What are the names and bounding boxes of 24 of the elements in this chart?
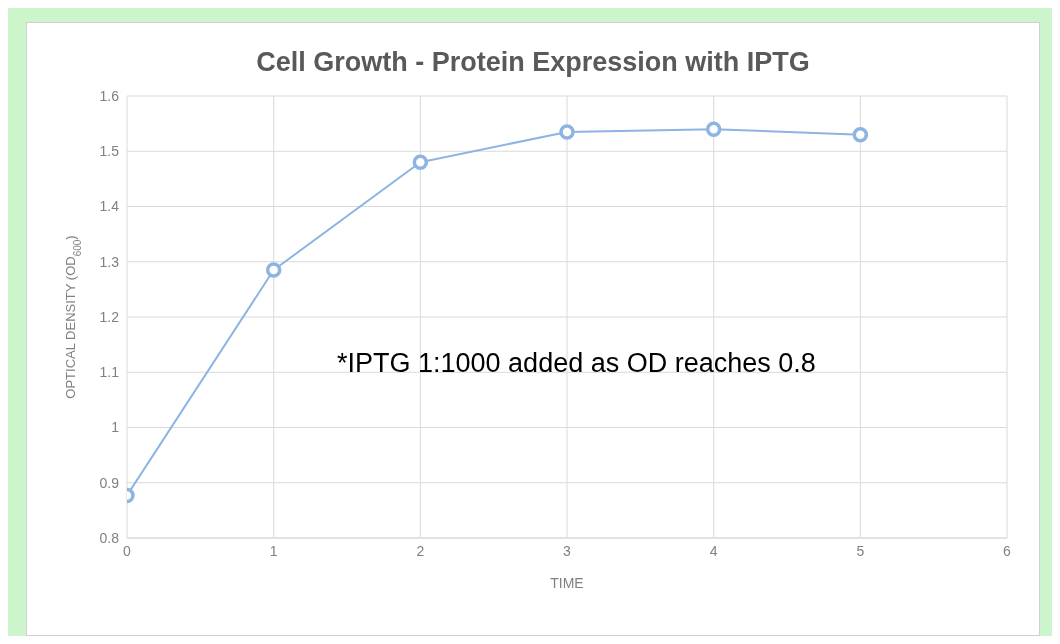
- x-axis-title: TIME: [550, 575, 584, 591]
- point: [852, 126, 869, 143]
- x-tick-label: 4: [709, 542, 718, 559]
- x-tick-label: 3: [563, 542, 572, 559]
- y-tick-label: 1.4: [99, 198, 120, 215]
- annotation: *IPTG 1:1000 added as OD reaches 0.8: [337, 348, 816, 379]
- y-tick-label: 1.2: [99, 308, 120, 325]
- y-tick-label: 1.5: [99, 143, 120, 160]
- x-tick-label: 0: [123, 542, 132, 559]
- y-tick-label: 1.6: [99, 87, 120, 104]
- y-tick-label: 1.3: [99, 253, 120, 270]
- point: [412, 154, 429, 171]
- y-tick-label: 0.9: [99, 474, 120, 491]
- y-tick-label: 0.8: [99, 529, 120, 546]
- y-tick-label: 1: [111, 419, 120, 436]
- x-tick-label: 2: [416, 542, 425, 559]
- x-tick-label: 6: [1003, 542, 1012, 559]
- point: [705, 121, 722, 137]
- y-tick-label: 1.1: [99, 364, 120, 381]
- chart-title: Cell Growth - Protein Expression with IPTG: [255, 47, 811, 78]
- x-tick-label: 1: [269, 542, 278, 559]
- point: [265, 262, 282, 278]
- x-tick-label: 5: [856, 542, 865, 559]
- point: [559, 124, 575, 140]
